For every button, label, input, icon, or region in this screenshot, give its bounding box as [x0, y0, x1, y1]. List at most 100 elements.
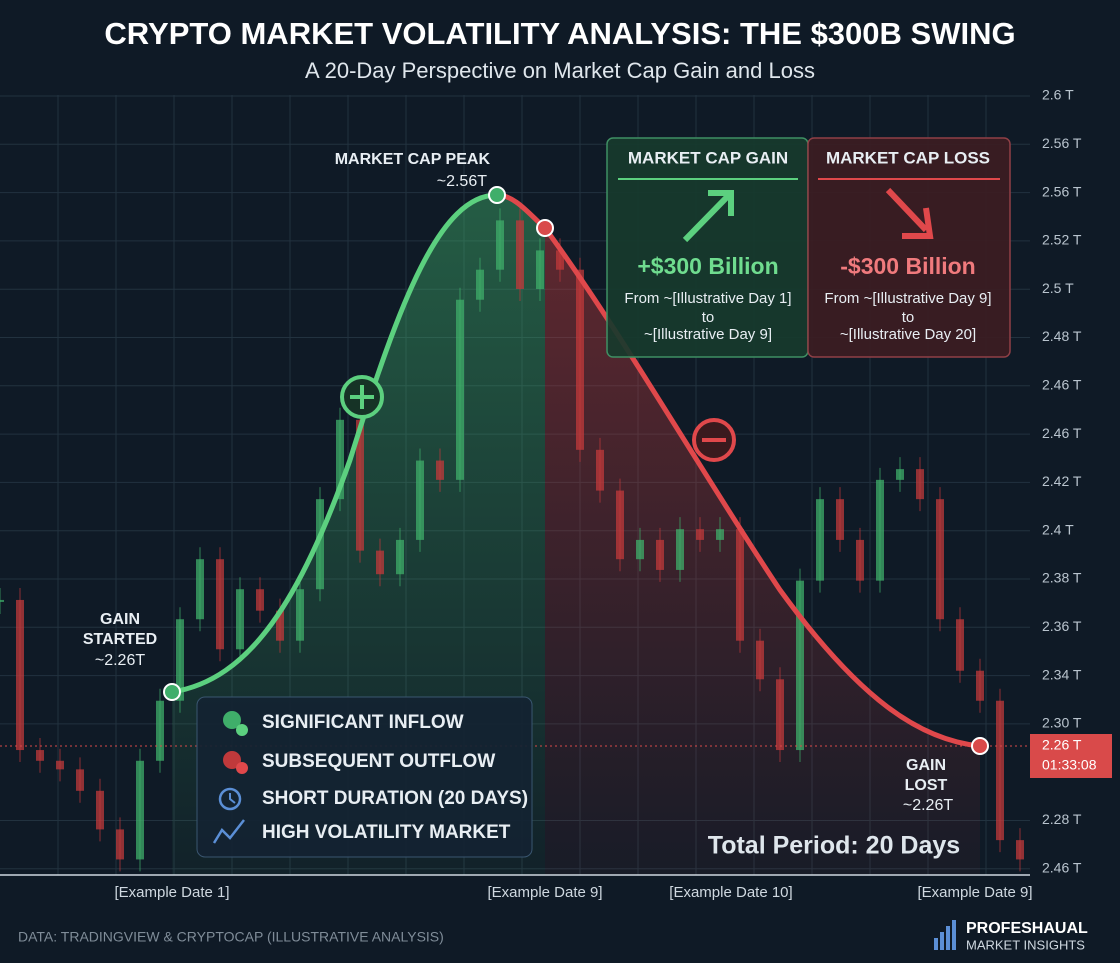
candle — [0, 599, 4, 602]
candle — [576, 269, 584, 450]
y-axis-label: 2.46 T — [1042, 377, 1082, 393]
candle — [236, 589, 244, 650]
subtitle: A 20-Day Perspective on Market Cap Gain … — [305, 58, 815, 83]
gain-start-marker — [163, 683, 181, 701]
y-axis-label: 2.6 T — [1042, 87, 1074, 103]
candle — [456, 299, 464, 480]
candle — [716, 529, 724, 540]
peak-label: MARKET CAP PEAK — [335, 151, 491, 168]
candle — [936, 499, 944, 620]
gain-lost-label: GAIN — [906, 757, 946, 774]
loss-amount: -$300 Billion — [840, 253, 975, 279]
gain-lost-marker — [971, 737, 989, 755]
candle — [196, 559, 204, 620]
gain-started-label: STARTED — [83, 631, 157, 648]
y-axis-label: 2.46 T — [1042, 425, 1082, 441]
candle — [496, 220, 504, 270]
candle — [796, 580, 804, 751]
loss-header: MARKET CAP LOSS — [826, 148, 990, 167]
current-timer: 01:33:08 — [1042, 757, 1097, 773]
loss-start-marker — [536, 219, 554, 237]
candle — [56, 760, 64, 770]
candle — [316, 499, 324, 590]
current-price-box — [1030, 734, 1112, 778]
summary-panel — [606, 137, 1011, 358]
candle — [676, 529, 684, 570]
candle — [896, 469, 904, 480]
candle — [636, 539, 644, 560]
candle — [36, 750, 44, 761]
legend-item: SHORT DURATION (20 DAYS) — [262, 788, 528, 809]
candle — [416, 460, 424, 540]
source: DATA: TRADINGVIEW & CRYPTOCAP (ILLUSTRAT… — [18, 929, 444, 945]
y-axis-label: 2.36 T — [1042, 618, 1082, 634]
legend-item: SIGNIFICANT INFLOW — [262, 712, 464, 733]
y-axis-label: 2.28 T — [1042, 811, 1082, 827]
candle — [156, 700, 164, 761]
candle — [256, 589, 264, 611]
candles — [0, 208, 1024, 872]
y-axis-label: 2.52 T — [1042, 232, 1082, 248]
candle — [956, 619, 964, 671]
candle — [756, 640, 764, 680]
brand-tagline: MARKET INSIGHTS — [966, 937, 1085, 952]
loss-to: to — [902, 309, 915, 326]
candle — [776, 679, 784, 751]
gain-lost-value: ~2.26T — [903, 797, 953, 814]
brand-name: PROFESHAUAL — [966, 920, 1088, 937]
candle — [976, 670, 984, 701]
candle — [276, 610, 284, 641]
candle — [596, 449, 604, 491]
x-date-label: [Example Date 9] — [487, 884, 602, 901]
legend-item: HIGH VOLATILITY MARKET — [262, 822, 511, 843]
candle — [536, 250, 544, 289]
candle — [916, 469, 924, 500]
candle — [436, 460, 444, 480]
candle — [616, 490, 624, 560]
x-date-label: [Example Date 10] — [669, 884, 792, 901]
loss-until: ~[Illustrative Day 20] — [840, 326, 976, 343]
candle — [176, 619, 184, 701]
brand-logo — [934, 920, 956, 950]
candle — [296, 589, 304, 641]
title: CRYPTO MARKET VOLATILITY ANALYSIS: THE $… — [104, 16, 1015, 51]
candle — [836, 499, 844, 540]
y-axis-label: 2.42 T — [1042, 473, 1082, 489]
candle — [816, 499, 824, 581]
gain-started-label: GAIN — [100, 611, 140, 628]
peak-marker — [488, 186, 506, 204]
y-axis-label: 2.48 T — [1042, 328, 1082, 344]
y-axis-label: 2.56 T — [1042, 183, 1082, 199]
y-axis-label: 2.30 T — [1042, 715, 1082, 731]
loss-area — [545, 228, 980, 875]
gain-until: ~[Illustrative Day 9] — [644, 326, 772, 343]
candle — [556, 250, 564, 270]
plus-icon — [340, 375, 384, 419]
y-axis-label: 2.34 T — [1042, 666, 1082, 682]
candle — [136, 760, 144, 860]
legend-box — [196, 696, 533, 858]
candle — [336, 419, 344, 500]
x-date-label: [Example Date 1] — [114, 884, 229, 901]
candle — [16, 599, 24, 751]
current-price: 2.26 T — [1042, 737, 1082, 753]
candle — [476, 269, 484, 300]
candle — [736, 529, 744, 641]
y-axis-label: 2.46 T — [1042, 860, 1082, 876]
x-date-label: [Example Date 9] — [917, 884, 1032, 901]
candle — [996, 700, 1004, 841]
candle — [1016, 840, 1024, 860]
total-period: Total Period: 20 Days — [708, 832, 960, 860]
candle — [656, 539, 664, 570]
y-axis-label: 2.56 T — [1042, 135, 1082, 151]
gain-to: to — [702, 309, 715, 326]
y-axis-label: 2.4 T — [1042, 521, 1074, 537]
peak-value: ~2.56T — [437, 173, 487, 190]
y-axis-label: 2.38 T — [1042, 570, 1082, 586]
candle — [216, 559, 224, 650]
candle — [76, 769, 84, 791]
candle — [856, 539, 864, 581]
gain-header: MARKET CAP GAIN — [628, 148, 788, 167]
minus-icon — [692, 418, 736, 462]
